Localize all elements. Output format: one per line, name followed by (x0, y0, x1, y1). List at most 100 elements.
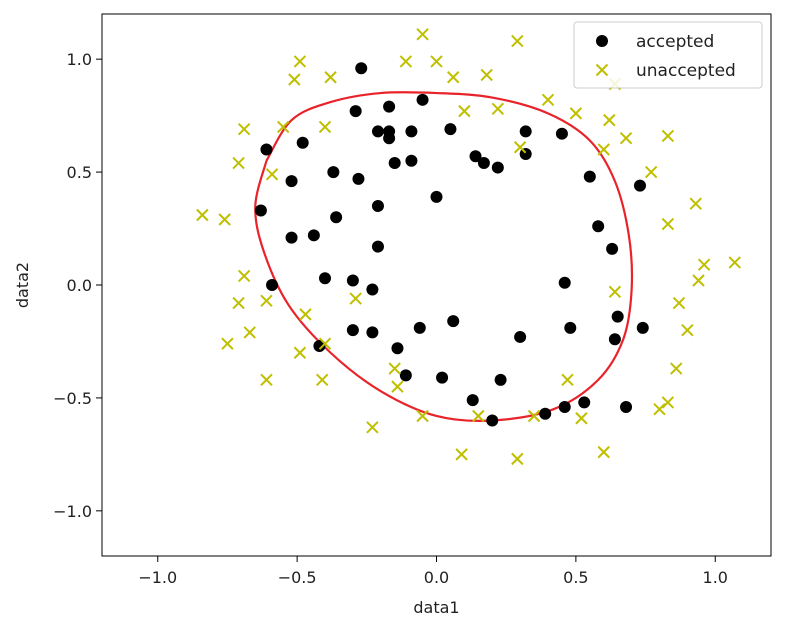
unaccepted-point (619, 132, 633, 145)
unaccepted-point (527, 409, 541, 423)
unaccepted-point (472, 409, 485, 423)
legend-box (573, 21, 763, 89)
accepted-point (447, 315, 460, 328)
series-accepted (254, 62, 649, 427)
accepted-point (260, 143, 273, 156)
x-tick-label: 0.0 (424, 568, 449, 587)
x-tick-label: −1.0 (138, 568, 177, 587)
y-tick-label: 1.0 (67, 50, 92, 69)
accepted-point (583, 170, 596, 183)
accepted-point (519, 125, 532, 138)
unaccepted-point (511, 452, 524, 466)
unaccepted-point (458, 104, 471, 118)
unaccepted-point (221, 337, 234, 350)
accepted-point (371, 240, 384, 253)
unaccepted-point (455, 448, 468, 461)
unaccepted-point (299, 308, 312, 321)
unaccepted-point (672, 296, 686, 310)
accepted-point (366, 283, 379, 296)
y-tick-label: −1.0 (53, 502, 92, 521)
accepted-point (558, 400, 571, 413)
unaccepted-point (366, 421, 379, 434)
unaccepted-point (661, 396, 675, 409)
accepted-point (371, 199, 384, 212)
x-tick-label: 1.0 (703, 568, 728, 587)
accepted-point (383, 100, 396, 113)
unaccepted-point (561, 373, 574, 387)
unaccepted-point (232, 156, 245, 170)
accepted-point (466, 394, 479, 407)
x-axis: −1.0 −0.5 0.0 0.5 1.0 (138, 556, 728, 587)
legend-label-accepted: accepted (636, 32, 714, 52)
legend-label-unaccepted: unaccepted (636, 61, 736, 81)
unaccepted-point (511, 34, 524, 48)
legend: accepted unaccepted (573, 21, 763, 89)
unaccepted-point (608, 285, 622, 298)
unaccepted-point (318, 120, 332, 134)
accepted-point (366, 326, 379, 339)
unaccepted-point (288, 73, 301, 86)
accepted-point (592, 220, 605, 233)
accepted-point (254, 204, 267, 217)
unaccepted-point (447, 71, 460, 84)
accepted-point (313, 339, 326, 352)
accepted-point (371, 125, 384, 138)
accepted-point (477, 157, 490, 170)
unaccepted-point (689, 197, 702, 210)
x-axis-label: data1 (413, 598, 459, 617)
accepted-point (352, 172, 365, 185)
unaccepted-point (399, 55, 413, 68)
accepted-point (494, 373, 507, 386)
unaccepted-point (597, 143, 610, 156)
accepted-point (555, 127, 568, 140)
unaccepted-point (237, 122, 251, 136)
accepted-point (430, 190, 443, 203)
unaccepted-point (692, 274, 705, 287)
x-tick-label: 0.5 (563, 568, 588, 587)
unaccepted-point (541, 93, 555, 107)
accepted-point (608, 333, 621, 346)
accepted-point (285, 231, 298, 244)
accepted-point (486, 414, 499, 427)
y-tick-label: 0.5 (67, 163, 92, 182)
unaccepted-point (597, 445, 610, 459)
accepted-point (330, 211, 343, 224)
y-tick-label: −0.5 (53, 389, 92, 408)
accepted-point (611, 310, 624, 323)
unaccepted-point (416, 409, 429, 423)
accepted-point (399, 369, 412, 382)
accepted-point (469, 150, 482, 163)
unaccepted-point (391, 380, 404, 393)
accepted-point (620, 400, 633, 413)
accepted-point (413, 321, 426, 334)
accepted-point (514, 330, 527, 343)
unaccepted-point (196, 208, 209, 222)
accepted-point (346, 274, 359, 287)
unaccepted-point (260, 373, 273, 387)
unaccepted-point (653, 403, 666, 416)
accepted-point (606, 242, 619, 255)
x-tick-label: −0.5 (278, 568, 317, 587)
unaccepted-point (243, 326, 256, 339)
unaccepted-point (324, 71, 337, 84)
unaccepted-point (575, 412, 588, 425)
legend-marker-accepted (596, 35, 608, 47)
decision-boundary-layer (254, 91, 634, 423)
y-axis-label: data2 (13, 262, 32, 308)
unaccepted-point (293, 55, 307, 68)
unaccepted-point (232, 296, 245, 310)
accepted-point (633, 179, 646, 192)
accepted-point (444, 123, 457, 136)
accepted-point (349, 105, 362, 118)
accepted-point (405, 154, 418, 167)
accepted-point (491, 161, 504, 174)
unaccepted-point (661, 129, 675, 143)
accepted-point (416, 93, 429, 106)
accepted-point (388, 157, 401, 170)
unaccepted-point (316, 373, 329, 387)
unaccepted-point (681, 323, 694, 337)
accepted-point (346, 324, 359, 337)
accepted-point (564, 321, 577, 334)
accepted-point (636, 321, 649, 334)
